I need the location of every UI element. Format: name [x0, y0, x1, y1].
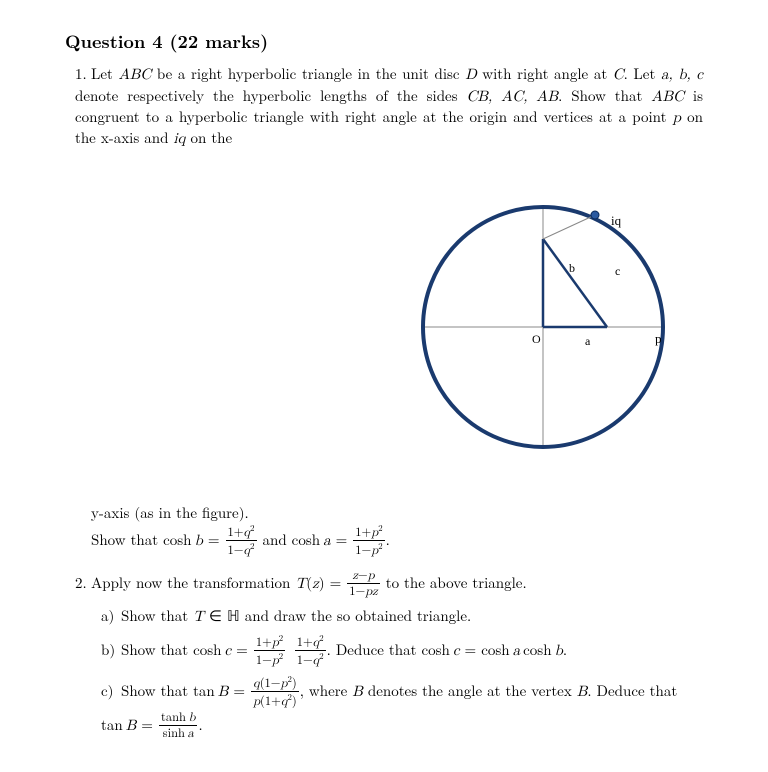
question-title: Question 4 (22 marks): [65, 30, 703, 54]
item-1: 1.Let ABC be a right hyperbolic triangle…: [75, 64, 703, 149]
post-figure-text: y-axis (as in the figure). Show that cos…: [91, 503, 703, 559]
item-2: 2.Apply now the transformation T(z) = z−…: [75, 569, 703, 742]
figure-container: iq b c Oa p: [65, 177, 703, 477]
item-2-num: 2.: [75, 573, 91, 593]
svg-text:iq: iq: [611, 213, 622, 228]
sub-c: c)Show that tan B = q(1−p2)p(1+q2), wher…: [101, 675, 703, 742]
svg-text:a: a: [585, 334, 591, 348]
svg-text:c: c: [615, 264, 620, 278]
item-1-text: Let ABC be a right hyperbolic triangle i…: [75, 63, 703, 148]
svg-text:O: O: [532, 332, 541, 346]
svg-text:p: p: [655, 331, 662, 346]
cosh-line: Show that cosh b = 1+q21−q2 and cosh a =…: [91, 524, 703, 560]
svg-text:b: b: [569, 261, 575, 275]
yaxis-line: y-axis (as in the figure).: [91, 503, 703, 523]
sub-a: a)Show that T ∈ ℍ and draw the so obtain…: [101, 606, 703, 627]
sub-b: b)Show that cosh c = 1+p21−p2 1+q21−q2. …: [101, 634, 703, 670]
triangle-figure: iq b c Oa p: [393, 177, 693, 477]
item-1-num: 1.: [75, 64, 91, 84]
